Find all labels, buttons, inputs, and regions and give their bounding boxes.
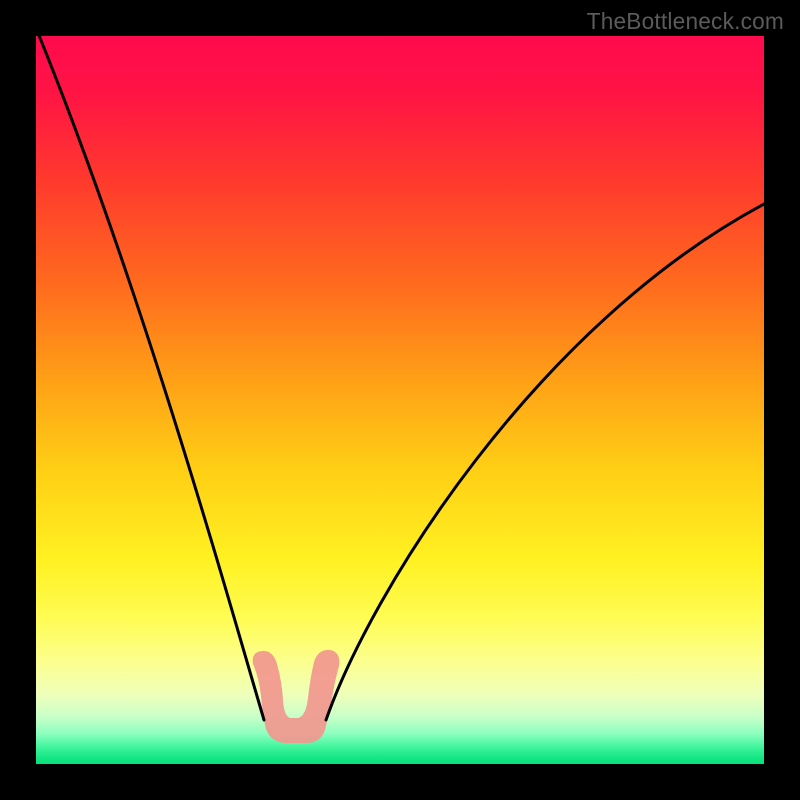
gradient-background: [36, 36, 764, 764]
bottleneck-chart-svg: [36, 36, 764, 764]
plot-area: [36, 36, 764, 764]
watermark-text: TheBottleneck.com: [587, 8, 784, 35]
chart-container: TheBottleneck.com: [0, 0, 800, 800]
